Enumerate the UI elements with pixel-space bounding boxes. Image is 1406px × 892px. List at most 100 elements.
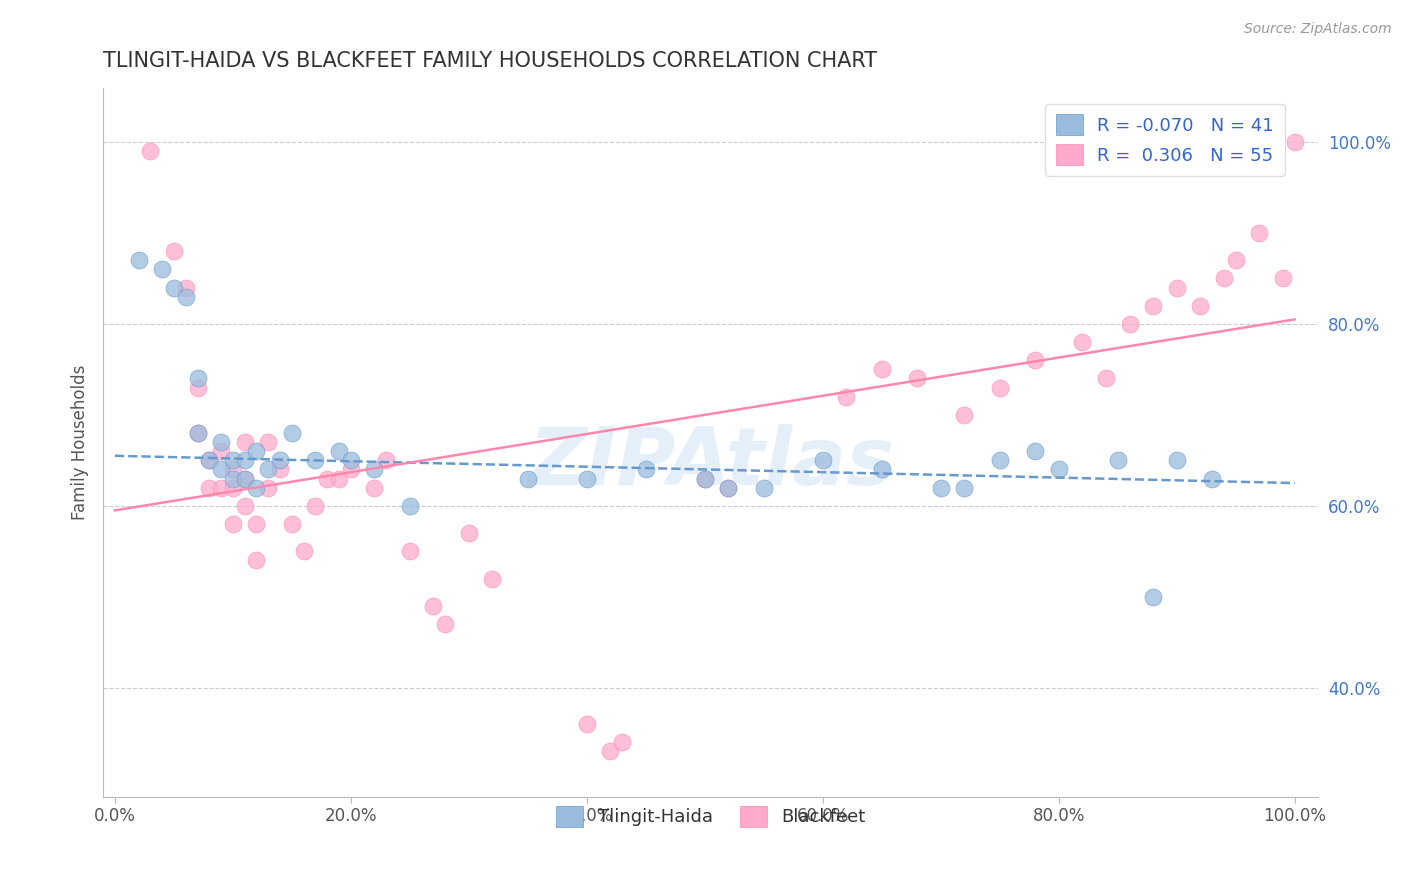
Point bbox=[186, 425, 208, 440]
Point bbox=[1166, 280, 1188, 294]
Point bbox=[245, 516, 267, 531]
Legend: Tlingit-Haida, Blackfeet: Tlingit-Haida, Blackfeet bbox=[548, 798, 873, 834]
Point bbox=[929, 481, 952, 495]
Point bbox=[281, 425, 304, 440]
Point bbox=[363, 462, 385, 476]
Point bbox=[375, 453, 398, 467]
Point bbox=[198, 453, 221, 467]
Point bbox=[209, 444, 232, 458]
Point bbox=[233, 435, 256, 450]
Point bbox=[1249, 226, 1271, 240]
Point bbox=[1201, 471, 1223, 485]
Point bbox=[222, 462, 245, 476]
Point bbox=[209, 435, 232, 450]
Point bbox=[1225, 253, 1247, 268]
Point bbox=[1271, 271, 1294, 285]
Point bbox=[988, 453, 1011, 467]
Point bbox=[233, 499, 256, 513]
Point bbox=[163, 244, 186, 259]
Point bbox=[209, 462, 232, 476]
Point bbox=[953, 481, 976, 495]
Point bbox=[717, 481, 740, 495]
Point bbox=[1142, 590, 1164, 604]
Text: Source: ZipAtlas.com: Source: ZipAtlas.com bbox=[1244, 22, 1392, 37]
Point bbox=[233, 471, 256, 485]
Point bbox=[905, 371, 928, 385]
Point bbox=[163, 280, 186, 294]
Point bbox=[186, 425, 208, 440]
Point bbox=[575, 717, 598, 731]
Point bbox=[988, 381, 1011, 395]
Point bbox=[328, 471, 350, 485]
Point bbox=[953, 408, 976, 422]
Point bbox=[209, 481, 232, 495]
Point bbox=[150, 262, 173, 277]
Point bbox=[1284, 135, 1306, 149]
Point bbox=[693, 471, 716, 485]
Text: ZIPAtlas: ZIPAtlas bbox=[527, 425, 894, 502]
Point bbox=[340, 453, 363, 467]
Point bbox=[1212, 271, 1234, 285]
Point bbox=[457, 526, 479, 541]
Point bbox=[340, 462, 363, 476]
Point bbox=[304, 499, 326, 513]
Point bbox=[174, 280, 197, 294]
Point bbox=[292, 544, 315, 558]
Point bbox=[634, 462, 657, 476]
Point bbox=[233, 471, 256, 485]
Text: TLINGIT-HAIDA VS BLACKFEET FAMILY HOUSEHOLDS CORRELATION CHART: TLINGIT-HAIDA VS BLACKFEET FAMILY HOUSEH… bbox=[103, 51, 877, 70]
Point bbox=[139, 144, 162, 158]
Point bbox=[434, 617, 457, 632]
Point bbox=[222, 481, 245, 495]
Point bbox=[222, 516, 245, 531]
Point bbox=[516, 471, 538, 485]
Point bbox=[1142, 299, 1164, 313]
Point bbox=[222, 453, 245, 467]
Point bbox=[304, 453, 326, 467]
Point bbox=[399, 499, 422, 513]
Point bbox=[752, 481, 775, 495]
Point bbox=[198, 481, 221, 495]
Point bbox=[870, 462, 893, 476]
Point bbox=[245, 553, 267, 567]
Point bbox=[1024, 444, 1046, 458]
Point bbox=[1047, 462, 1070, 476]
Point bbox=[245, 444, 267, 458]
Point bbox=[399, 544, 422, 558]
Point bbox=[835, 390, 858, 404]
Point bbox=[1095, 371, 1118, 385]
Point bbox=[281, 516, 304, 531]
Point bbox=[1071, 335, 1094, 350]
Point bbox=[1166, 453, 1188, 467]
Point bbox=[363, 481, 385, 495]
Point bbox=[186, 371, 208, 385]
Point bbox=[1107, 453, 1129, 467]
Point bbox=[257, 462, 280, 476]
Point bbox=[693, 471, 716, 485]
Point bbox=[222, 471, 245, 485]
Point bbox=[128, 253, 150, 268]
Point bbox=[186, 381, 208, 395]
Point bbox=[599, 744, 621, 758]
Point bbox=[481, 572, 503, 586]
Point bbox=[174, 290, 197, 304]
Point bbox=[717, 481, 740, 495]
Point bbox=[198, 453, 221, 467]
Point bbox=[1118, 317, 1140, 331]
Point bbox=[1024, 353, 1046, 368]
Point bbox=[269, 453, 291, 467]
Point bbox=[316, 471, 339, 485]
Point bbox=[257, 435, 280, 450]
Point bbox=[575, 471, 598, 485]
Y-axis label: Family Households: Family Households bbox=[72, 365, 89, 520]
Point bbox=[233, 453, 256, 467]
Point bbox=[269, 462, 291, 476]
Point bbox=[328, 444, 350, 458]
Point bbox=[870, 362, 893, 376]
Point bbox=[245, 481, 267, 495]
Point bbox=[1249, 153, 1271, 168]
Point bbox=[612, 735, 634, 749]
Point bbox=[422, 599, 444, 613]
Point bbox=[811, 453, 834, 467]
Point bbox=[257, 481, 280, 495]
